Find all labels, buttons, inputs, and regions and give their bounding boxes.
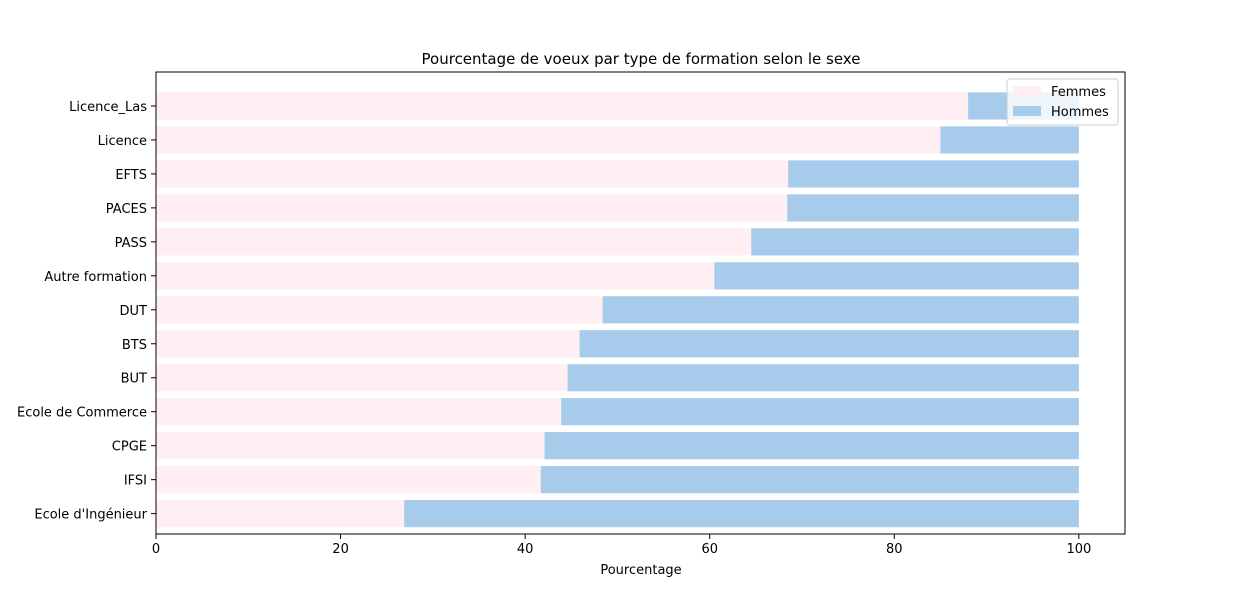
x-tick-label: 40: [517, 542, 534, 557]
y-tick-label: PASS: [115, 236, 147, 251]
y-tick-label: EFTS: [115, 168, 147, 183]
legend-label-femmes: Femmes: [1051, 85, 1106, 100]
y-tick-label: Autre formation: [44, 270, 147, 285]
bar-hommes-8: [567, 364, 1079, 392]
y-tick-label: PACES: [106, 202, 147, 217]
y-tick-label: Licence: [98, 134, 147, 149]
bar-femmes-3: [156, 194, 788, 222]
legend: Femmes Hommes: [1006, 78, 1119, 126]
bar-hommes-10: [544, 432, 1079, 460]
bar-hommes-9: [561, 398, 1079, 426]
legend-swatch-femmes: [1013, 86, 1041, 96]
y-tick-label: BTS: [122, 338, 147, 353]
bar-femmes-6: [156, 296, 603, 324]
bar-hommes-11: [540, 466, 1079, 494]
x-tick-label: 60: [701, 542, 718, 557]
chart-title: Pourcentage de voeux par type de formati…: [422, 50, 861, 68]
bar-femmes-8: [156, 364, 568, 392]
bar-femmes-5: [156, 262, 715, 290]
legend-swatch-hommes: [1013, 106, 1041, 116]
x-axis-ticks: 0 20 40 60 80 100: [152, 534, 1091, 557]
y-tick-label: CPGE: [112, 440, 147, 455]
bar-femmes-7: [156, 330, 580, 358]
bar-hommes-1: [940, 126, 1079, 154]
bar-femmes-12: [156, 500, 405, 528]
bars-layer: [156, 92, 1079, 528]
y-tick-label: Ecole de Commerce: [17, 406, 147, 421]
bar-hommes-12: [404, 500, 1079, 528]
x-tick-label: 20: [332, 542, 349, 557]
y-tick-label: DUT: [120, 304, 148, 319]
y-tick-label: IFSI: [124, 474, 147, 489]
y-tick-label: Licence_Las: [69, 100, 147, 115]
bar-hommes-7: [579, 330, 1079, 358]
bar-hommes-5: [714, 262, 1079, 290]
x-tick-label: 100: [1066, 542, 1091, 557]
bar-femmes-2: [156, 160, 789, 188]
bar-hommes-3: [787, 194, 1079, 222]
x-tick-label: 80: [886, 542, 903, 557]
bar-femmes-4: [156, 228, 752, 256]
bar-femmes-0: [156, 92, 969, 120]
bar-femmes-11: [156, 466, 541, 494]
legend-label-hommes: Hommes: [1051, 105, 1109, 120]
y-tick-label: Ecole d'Ingénieur: [34, 508, 147, 523]
bar-femmes-10: [156, 432, 545, 460]
x-tick-label: 0: [152, 542, 160, 557]
x-axis-title: Pourcentage: [600, 563, 681, 578]
plot-frame: [155, 71, 1126, 535]
bar-femmes-1: [156, 126, 941, 154]
bar-hommes-4: [751, 228, 1079, 256]
bar-hommes-2: [788, 160, 1079, 188]
bar-femmes-9: [156, 398, 562, 426]
y-tick-label: BUT: [121, 372, 147, 387]
y-axis-ticks: Licence_Las Licence EFTS PACES PASS Autre for…: [17, 100, 156, 523]
bar-hommes-6: [602, 296, 1079, 324]
